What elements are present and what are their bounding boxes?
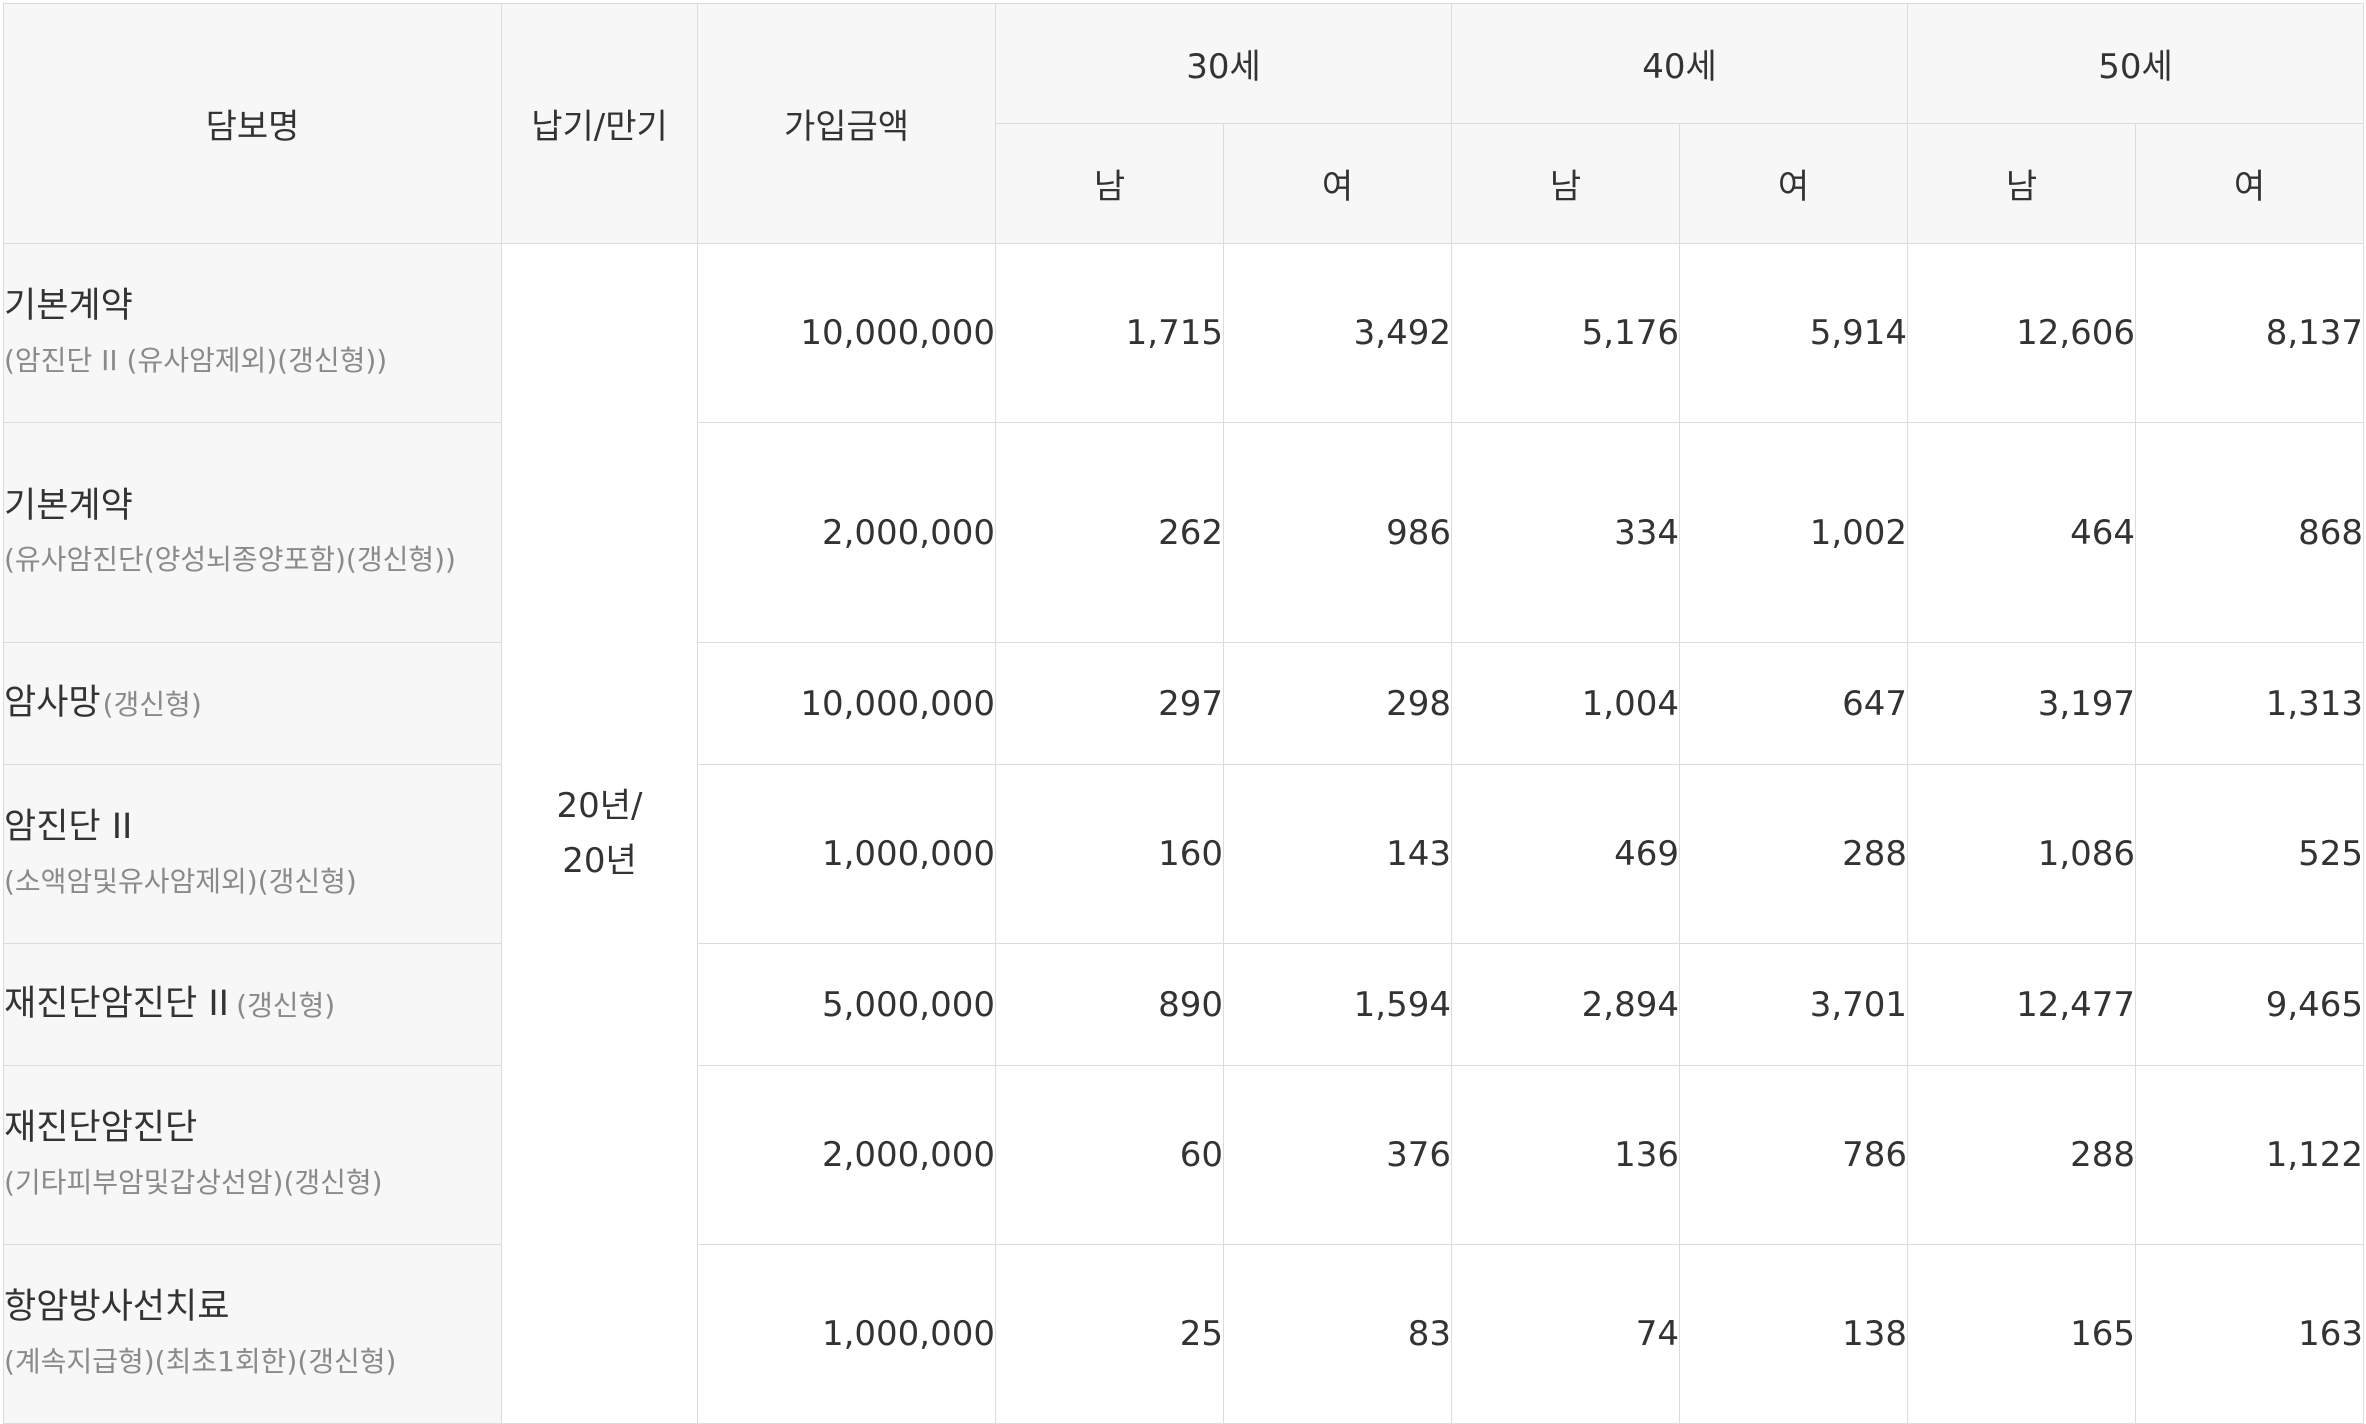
premium-50-female: 9,465 bbox=[2135, 943, 2365, 1066]
premium-30-female: 1,594 bbox=[1222, 943, 1453, 1066]
premium-50-female: 163 bbox=[2135, 1244, 2365, 1424]
premium-30-female: 3,492 bbox=[1222, 243, 1453, 423]
premium-30-female: 376 bbox=[1222, 1065, 1453, 1245]
header-amount: 가입금액 bbox=[697, 3, 996, 244]
coverage-note: (기타피부암및갑상선암)(갱신형) bbox=[4, 1165, 383, 1199]
premium-40-male: 2,894 bbox=[1451, 943, 1681, 1066]
header-male: 남 bbox=[1907, 123, 2137, 244]
premium-30-male: 25 bbox=[995, 1244, 1224, 1424]
coverage-name: 암사망 bbox=[4, 682, 101, 723]
amount-cell: 5,000,000 bbox=[697, 943, 996, 1066]
header-term: 납기/만기 bbox=[501, 3, 698, 244]
header-male: 남 bbox=[1451, 123, 1681, 244]
table-row: 암진단 II (소액암및유사암제외)(갱신형) 1,000,000 160 14… bbox=[3, 764, 2365, 944]
header-age-30: 30세 bbox=[994, 3, 1453, 124]
premium-40-male: 74 bbox=[1451, 1244, 1681, 1424]
table-row: 암사망(갱신형) 10,000,000 297 298 1,004 647 3,… bbox=[3, 642, 2365, 765]
premium-50-male: 3,197 bbox=[1907, 642, 2137, 765]
premium-30-female: 986 bbox=[1222, 422, 1453, 643]
premium-40-male: 334 bbox=[1451, 422, 1681, 643]
amount-cell: 10,000,000 bbox=[697, 642, 996, 765]
term-cell: 20년/ 20년 bbox=[501, 243, 698, 1424]
premium-30-female: 298 bbox=[1222, 642, 1453, 765]
term-value-line2: 20년 bbox=[562, 840, 637, 881]
header-female: 여 bbox=[2135, 123, 2365, 244]
coverage-cell: 재진단암진단 II (갱신형) bbox=[3, 943, 502, 1066]
coverage-cell: 암사망(갱신형) bbox=[3, 642, 502, 765]
coverage-name: 기본계약 bbox=[4, 286, 133, 327]
coverage-cell: 암진단 II (소액암및유사암제외)(갱신형) bbox=[3, 764, 502, 944]
table-row: 기본계약 (유사암진단(양성뇌종양포함)(갱신형)) 2,000,000 262… bbox=[3, 422, 2365, 643]
premium-50-male: 12,606 bbox=[1907, 243, 2137, 423]
header-age-40: 40세 bbox=[1451, 3, 1909, 124]
coverage-note: (유사암진단(양성뇌종양포함)(갱신형)) bbox=[4, 543, 456, 577]
premium-30-male: 60 bbox=[995, 1065, 1224, 1245]
term-value-line1: 20년/ bbox=[556, 786, 643, 827]
premium-50-male: 165 bbox=[1907, 1244, 2137, 1424]
premium-40-female: 138 bbox=[1679, 1244, 1909, 1424]
premium-40-female: 3,701 bbox=[1679, 943, 1909, 1066]
premium-30-male: 297 bbox=[995, 642, 1224, 765]
coverage-name: 암진단 II bbox=[4, 807, 133, 848]
coverage-name: 기본계약 bbox=[4, 485, 133, 526]
premium-50-female: 1,313 bbox=[2135, 642, 2365, 765]
premium-40-female: 647 bbox=[1679, 642, 1909, 765]
premium-50-male: 464 bbox=[1907, 422, 2137, 643]
table-row: 항암방사선치료 (계속지급형)(최초1회한)(갱신형) 1,000,000 25… bbox=[3, 1244, 2365, 1424]
table-header: 담보명 납기/만기 가입금액 30세 40세 50세 남 여 남 여 남 여 bbox=[3, 3, 2365, 244]
premium-40-male: 1,004 bbox=[1451, 642, 1681, 765]
amount-cell: 10,000,000 bbox=[697, 243, 996, 423]
coverage-note: (암진단 II (유사암제외)(갱신형)) bbox=[4, 343, 388, 377]
coverage-cell: 재진단암진단 (기타피부암및갑상선암)(갱신형) bbox=[3, 1065, 502, 1245]
header-row-top: 담보명 납기/만기 가입금액 30세 40세 50세 bbox=[3, 3, 2365, 244]
amount-cell: 2,000,000 bbox=[697, 422, 996, 643]
amount-cell: 1,000,000 bbox=[697, 764, 996, 944]
premium-40-female: 1,002 bbox=[1679, 422, 1909, 643]
header-age-50: 50세 bbox=[1907, 3, 2365, 124]
table-body: 기본계약 (암진단 II (유사암제외)(갱신형)) 20년/ 20년 10,0… bbox=[3, 243, 2365, 1424]
coverage-cell: 기본계약 (유사암진단(양성뇌종양포함)(갱신형)) bbox=[3, 422, 502, 643]
premium-40-female: 786 bbox=[1679, 1065, 1909, 1245]
premium-30-male: 1,715 bbox=[995, 243, 1224, 423]
premium-50-male: 1,086 bbox=[1907, 764, 2137, 944]
premium-40-male: 469 bbox=[1451, 764, 1681, 944]
premium-50-female: 525 bbox=[2135, 764, 2365, 944]
header-coverage: 담보명 bbox=[3, 3, 502, 244]
premium-50-male: 288 bbox=[1907, 1065, 2137, 1245]
premium-30-female: 83 bbox=[1222, 1244, 1453, 1424]
coverage-note: (계속지급형)(최초1회한)(갱신형) bbox=[4, 1344, 397, 1378]
table-row: 재진단암진단 II (갱신형) 5,000,000 890 1,594 2,89… bbox=[3, 943, 2365, 1066]
premium-30-male: 262 bbox=[995, 422, 1224, 643]
header-male: 남 bbox=[995, 123, 1224, 244]
premium-30-female: 143 bbox=[1222, 764, 1453, 944]
coverage-note: (소액암및유사암제외)(갱신형) bbox=[4, 864, 357, 898]
premium-50-male: 12,477 bbox=[1907, 943, 2137, 1066]
premium-50-female: 868 bbox=[2135, 422, 2365, 643]
table-row: 재진단암진단 (기타피부암및갑상선암)(갱신형) 2,000,000 60 37… bbox=[3, 1065, 2365, 1245]
premium-40-male: 136 bbox=[1451, 1065, 1681, 1245]
premium-table: 담보명 납기/만기 가입금액 30세 40세 50세 남 여 남 여 남 여 기… bbox=[3, 3, 2365, 1424]
premium-40-female: 288 bbox=[1679, 764, 1909, 944]
header-row-gender: 남 여 남 여 남 여 bbox=[4, 123, 2365, 244]
amount-cell: 1,000,000 bbox=[697, 1244, 996, 1424]
amount-cell: 2,000,000 bbox=[697, 1065, 996, 1245]
coverage-cell: 항암방사선치료 (계속지급형)(최초1회한)(갱신형) bbox=[3, 1244, 502, 1424]
coverage-name: 항암방사선치료 bbox=[4, 1287, 230, 1328]
header-female: 여 bbox=[1679, 123, 1909, 244]
premium-40-male: 5,176 bbox=[1451, 243, 1681, 423]
coverage-note: (갱신형) bbox=[102, 687, 202, 721]
premium-30-male: 890 bbox=[995, 943, 1224, 1066]
premium-40-female: 5,914 bbox=[1679, 243, 1909, 423]
premium-50-female: 1,122 bbox=[2135, 1065, 2365, 1245]
coverage-cell: 기본계약 (암진단 II (유사암제외)(갱신형)) bbox=[3, 243, 502, 423]
header-female: 여 bbox=[1222, 123, 1453, 244]
premium-50-female: 8,137 bbox=[2135, 243, 2365, 423]
coverage-name: 재진단암진단 II bbox=[4, 983, 229, 1024]
table-row: 기본계약 (암진단 II (유사암제외)(갱신형)) 20년/ 20년 10,0… bbox=[3, 243, 2365, 1424]
coverage-note: (갱신형) bbox=[236, 988, 336, 1022]
premium-30-male: 160 bbox=[995, 764, 1224, 944]
coverage-name: 재진단암진단 bbox=[4, 1108, 198, 1149]
